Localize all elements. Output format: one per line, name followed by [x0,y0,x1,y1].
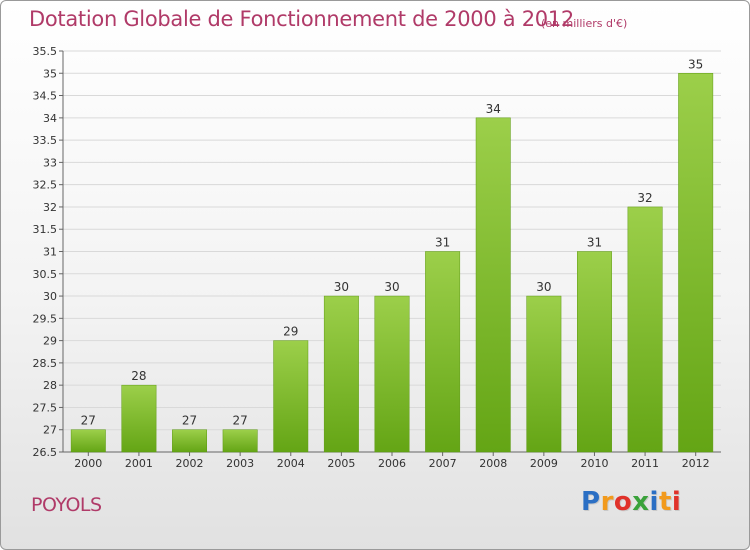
bar-value-label: 30 [384,280,399,294]
x-tick-label: 2007 [429,457,457,470]
x-tick-label: 2009 [530,457,558,470]
bar [425,251,461,453]
y-tick-label: 27 [43,424,57,437]
bar [323,295,359,453]
x-tick-label: 2006 [378,457,406,470]
bar-value-label: 27 [81,414,96,428]
bar-value-label: 35 [688,57,703,71]
y-tick-label: 32 [43,201,57,214]
x-tick-label: 2010 [580,457,608,470]
y-tick-label: 26.5 [33,446,58,459]
x-tick-label: 2005 [327,457,355,470]
x-tick-label: 2000 [74,457,102,470]
y-tick-label: 33.5 [33,134,58,147]
bar [627,206,663,453]
y-tick-label: 34 [43,112,57,125]
y-tick-label: 34.5 [33,90,58,103]
bar [70,429,106,453]
bar [121,384,157,453]
bar-value-label: 34 [486,102,501,116]
labels: 26.5 27 27.5 28 28.5 29 29.5 30 30.5 31 31.5 32 32.5… [33,45,710,470]
bar [222,429,258,453]
x-tick-label: 2012 [682,457,710,470]
logo-letter: i [649,487,659,517]
y-tick-label: 28 [43,379,57,392]
y-tick-label: 35.5 [33,45,58,58]
y-tick-label: 30.5 [33,268,58,281]
bar [526,295,562,453]
chart-subtitle: (en milliers d'€) [541,17,628,30]
bar [374,295,410,453]
bar [678,73,714,453]
bar-value-label: 31 [435,236,450,250]
y-tick-label: 35 [43,67,57,80]
logo-letter: r [600,487,614,517]
bar-value-label: 28 [131,369,146,383]
x-tick-label: 2004 [277,457,305,470]
logo-letter: o [613,487,633,517]
bar-value-label: 27 [233,414,248,428]
y-tick-label: 29.5 [33,312,58,325]
bar-value-label: 30 [334,280,349,294]
bar [577,251,612,453]
y-tick-label: 30 [43,290,57,303]
proxiti-logo[interactable]: Proxiti [581,487,681,517]
bar-value-label: 31 [587,236,602,250]
x-tick-label: 2008 [479,457,507,470]
y-tick-label: 29 [43,335,57,348]
bar-value-label: 30 [536,280,551,294]
x-tick-label: 2011 [631,457,659,470]
bar-value-label: 29 [283,325,298,339]
bar [172,429,207,453]
y-tick-label: 27.5 [33,401,58,414]
place-name: POYOLS [31,494,102,516]
logo-letter: P [581,487,601,517]
logo-letter: i [671,487,682,517]
x-tick-label: 2002 [176,457,204,470]
y-tick-label: 28.5 [33,357,58,370]
bar-value-label: 27 [182,414,197,428]
y-tick-label: 33 [43,156,57,169]
x-tick-label: 2003 [226,457,254,470]
logo-letter: x [632,487,650,517]
y-tick-label: 31 [43,246,57,259]
bar [273,340,309,453]
y-tick-label: 31.5 [33,223,58,236]
logo-letter: t [658,487,672,517]
bars [70,73,714,453]
chart-title: Dotation Globale de Fonctionnement de 20… [29,7,574,31]
y-tick-label: 32.5 [33,179,58,192]
bar [475,117,511,453]
bar-value-label: 32 [637,191,652,205]
x-tick-label: 2001 [125,457,153,470]
